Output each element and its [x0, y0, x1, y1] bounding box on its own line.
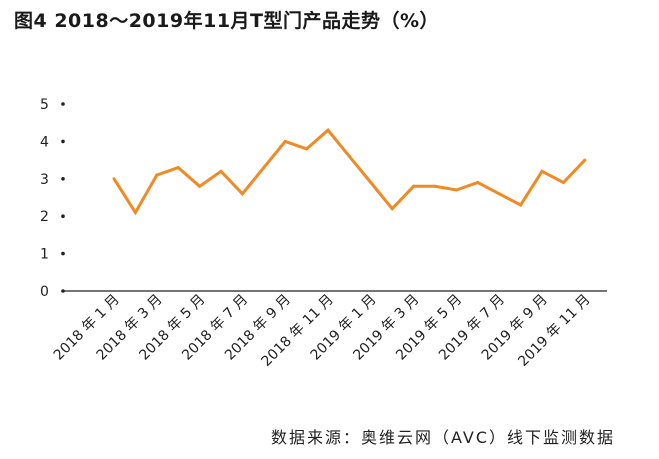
y-tick-mark — [61, 251, 65, 256]
data-point — [112, 177, 116, 181]
data-point — [198, 184, 202, 188]
data-point — [519, 203, 523, 207]
data-point — [390, 207, 394, 211]
y-tick-mark — [61, 289, 65, 293]
data-point — [454, 188, 458, 192]
series-line — [112, 128, 586, 216]
data-point — [219, 169, 223, 173]
y-tick-mark — [61, 102, 65, 106]
y-tick-label: 3 — [40, 172, 49, 188]
data-point — [176, 166, 180, 170]
y-tick-label: 4 — [40, 134, 49, 150]
y-tick-label: 2 — [40, 209, 49, 225]
data-point — [540, 169, 544, 173]
data-point — [497, 192, 501, 196]
y-tick-mark — [61, 139, 65, 144]
y-tick-mark — [61, 177, 65, 181]
data-point — [305, 147, 309, 151]
data-point — [369, 181, 373, 185]
y-axis: 0 1 2 3 4 5 — [40, 97, 65, 300]
data-point — [412, 184, 416, 188]
data-point — [326, 128, 330, 132]
data-point — [283, 139, 287, 143]
data-point — [155, 173, 159, 177]
chart-title: 图4 2018～2019年11月T型门产品走势（%） — [14, 10, 440, 32]
data-point — [262, 166, 266, 170]
data-source-note: 数据来源：奥维云网（AVC）线下监测数据 — [270, 428, 615, 447]
data-point — [240, 192, 244, 196]
data-point — [433, 184, 437, 188]
data-point — [133, 210, 137, 214]
data-point — [476, 181, 480, 185]
y-tick-mark — [61, 214, 65, 218]
data-point — [347, 154, 351, 158]
y-tick-label: 1 — [40, 247, 49, 263]
y-tick-label: 5 — [40, 97, 49, 113]
y-tick-label: 0 — [40, 284, 49, 300]
data-point — [561, 181, 565, 185]
series-layer — [112, 128, 587, 216]
data-point — [583, 158, 587, 162]
